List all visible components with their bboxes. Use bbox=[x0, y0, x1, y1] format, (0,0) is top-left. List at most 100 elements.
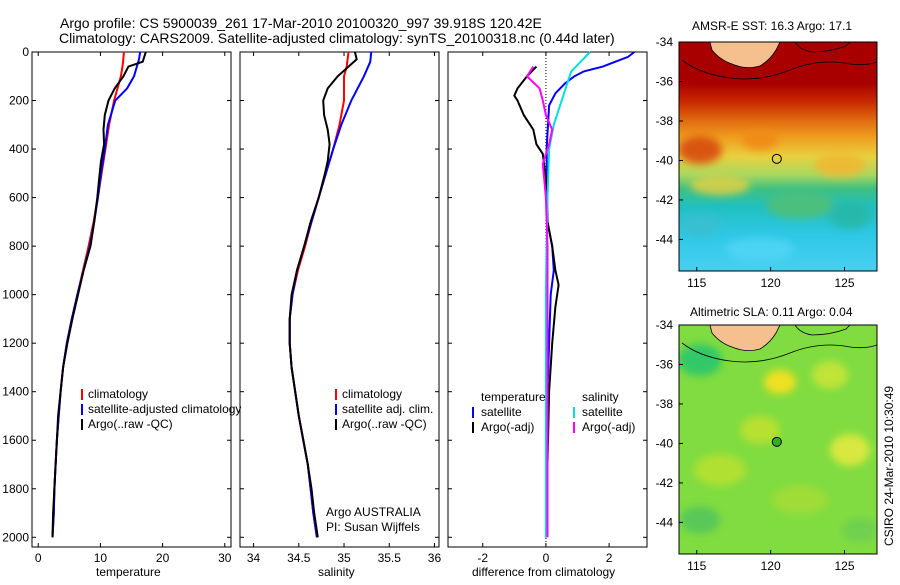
legend-label: satellite bbox=[481, 405, 522, 419]
legend-group-title: salinity bbox=[582, 390, 619, 404]
sla-map-panel: Altimetric SLA: 0.11 Argo: 0.04 115 120 12… bbox=[656, 305, 878, 573]
map-y-tick-label: -38 bbox=[656, 397, 674, 411]
map-y-tick-label: -42 bbox=[656, 476, 674, 490]
map-x-tick-label: 125 bbox=[834, 559, 854, 573]
difference-legend: temperaturesatelliteArgo(-adj)salinitysa… bbox=[472, 390, 635, 434]
series-line-salinity-argo-adj- bbox=[525, 66, 554, 538]
x-tick-label: 36 bbox=[428, 551, 442, 565]
legend-label: Argo(..raw -QC) bbox=[88, 417, 173, 431]
sla-australia-land bbox=[709, 325, 781, 351]
sst-patches bbox=[679, 130, 872, 262]
series-line-salinity-satellite bbox=[544, 51, 591, 538]
map-y-tick-label: -44 bbox=[656, 232, 674, 246]
difference-xlabel: difference from climatology bbox=[472, 565, 615, 579]
series-line-argo-raw-qc- bbox=[51, 51, 147, 538]
temperature-series bbox=[51, 51, 147, 538]
x-tick-label: 0 bbox=[543, 551, 550, 565]
sst-coastline bbox=[794, 42, 851, 53]
sst-australia-land bbox=[709, 42, 781, 68]
x-tick-label: 34 bbox=[247, 551, 261, 565]
x-tick-label: 35.5 bbox=[378, 551, 402, 565]
y-tick-label: 1400 bbox=[2, 385, 29, 399]
y-tick-label: 1000 bbox=[2, 288, 29, 302]
map-x-tick-label: 120 bbox=[761, 559, 781, 573]
sst-map-panel: AMSR-E SST: 16.3 Argo: 17.1 115 120 125 -34… bbox=[656, 19, 878, 290]
map-y-tick-label: -38 bbox=[656, 114, 674, 128]
x-tick-label: -2 bbox=[477, 551, 488, 565]
sst-shelf-contour bbox=[681, 59, 877, 80]
series-line-temperature-argo-adj- bbox=[513, 65, 560, 538]
x-tick-label: 35 bbox=[337, 551, 351, 565]
series-line-satellite-adj-clim- bbox=[288, 51, 373, 538]
series-line-argo-raw-qc- bbox=[288, 51, 358, 538]
y-tick-label: 1800 bbox=[2, 482, 29, 496]
map-x-tick-label: 120 bbox=[761, 276, 781, 290]
salinity-axes-frame bbox=[239, 51, 440, 548]
header-line-1: Argo profile: CS 5900039_261 17-Mar-2010… bbox=[60, 15, 542, 31]
sla-coastline bbox=[794, 325, 851, 336]
difference-axes-frame bbox=[447, 51, 648, 548]
y-tick-label: 2000 bbox=[2, 530, 29, 544]
map-x-tick-label: 115 bbox=[687, 559, 706, 573]
legend-label: Argo(..raw -QC) bbox=[342, 417, 427, 431]
map-y-tick-label: -40 bbox=[656, 153, 674, 167]
header-line-2: Climatology: CARS2009. Satellite-adjuste… bbox=[59, 30, 615, 46]
legend-label: Argo(-adj) bbox=[481, 420, 534, 434]
sst-map-frame bbox=[678, 41, 878, 272]
legend-label: climatology bbox=[342, 387, 402, 401]
x-tick-label: 2 bbox=[606, 551, 613, 565]
sla-map-title: Altimetric SLA: 0.11 Argo: 0.04 bbox=[690, 305, 853, 319]
legend-label: Argo(-adj) bbox=[582, 420, 635, 434]
series-line-climatology bbox=[288, 51, 350, 538]
series-line-satellite-adjusted-climatology bbox=[51, 51, 142, 538]
legend-label: satellite bbox=[582, 405, 623, 419]
y-tick-label: 200 bbox=[9, 94, 29, 108]
x-tick-label: 30 bbox=[218, 551, 232, 565]
argo-australia-label: Argo AUSTRALIA bbox=[326, 505, 421, 519]
sla-patches bbox=[679, 344, 877, 542]
difference-series bbox=[513, 51, 636, 538]
temperature-axes-frame bbox=[31, 51, 232, 548]
temperature-xlabel: temperature bbox=[96, 565, 161, 579]
salinity-series bbox=[288, 51, 373, 538]
series-line-temperature-satellite bbox=[545, 51, 636, 538]
credit-text: CSIRO 24-Mar-2010 10:30:49 bbox=[882, 386, 896, 546]
series-line-climatology bbox=[51, 51, 125, 538]
x-tick-label: 0 bbox=[35, 551, 42, 565]
map-y-tick-label: -36 bbox=[656, 74, 674, 88]
map-x-tick-label: 125 bbox=[834, 276, 854, 290]
sst-heatmap bbox=[679, 42, 877, 271]
y-tick-label: 400 bbox=[9, 142, 29, 156]
map-y-tick-label: -44 bbox=[656, 515, 674, 529]
map-y-tick-label: -34 bbox=[656, 318, 674, 332]
y-tick-label: 1600 bbox=[2, 433, 29, 447]
sst-map-title: AMSR-E SST: 16.3 Argo: 17.1 bbox=[692, 19, 852, 33]
sst-argo-position-marker bbox=[771, 153, 782, 164]
sla-map-ticks: 115 120 125 -34 -36 -38 -40 -42 -44 bbox=[656, 318, 855, 573]
salinity-xlabel: salinity bbox=[318, 565, 355, 579]
pi-label: PI: Susan Wijffels bbox=[326, 520, 420, 534]
x-tick-label: 20 bbox=[156, 551, 170, 565]
y-tick-label: 0 bbox=[22, 45, 29, 59]
legend-label: climatology bbox=[88, 387, 148, 401]
difference-ticks: -2 0 2 bbox=[448, 51, 647, 565]
x-tick-label: 10 bbox=[94, 551, 108, 565]
sla-argo-position-marker bbox=[771, 436, 782, 447]
difference-panel: -2 0 2 difference from climatology tempera… bbox=[447, 51, 648, 579]
legend-group-title: temperature bbox=[481, 390, 546, 404]
temperature-ticks: 0 10 20 30 0 200 400 600 800 1000 1200 1400 1600 1800… bbox=[2, 45, 231, 565]
map-x-tick-label: 115 bbox=[687, 276, 706, 290]
temperature-panel: 0 10 20 30 0 200 400 600 800 1000 1200 1400 1600 1800… bbox=[2, 45, 241, 579]
map-y-tick-label: -40 bbox=[656, 436, 674, 450]
salinity-ticks: 34 34.5 35 35.5 36 bbox=[240, 51, 442, 565]
salinity-panel: 34 34.5 35 35.5 36 salinity climatologysatel… bbox=[239, 51, 442, 579]
y-tick-label: 600 bbox=[9, 191, 29, 205]
map-y-tick-label: -34 bbox=[656, 35, 674, 49]
sla-map-frame bbox=[678, 324, 878, 555]
sla-shelf-contour bbox=[681, 342, 877, 363]
sst-map-ticks: 115 120 125 -34 -36 -38 -40 -42 -44 bbox=[656, 35, 855, 290]
